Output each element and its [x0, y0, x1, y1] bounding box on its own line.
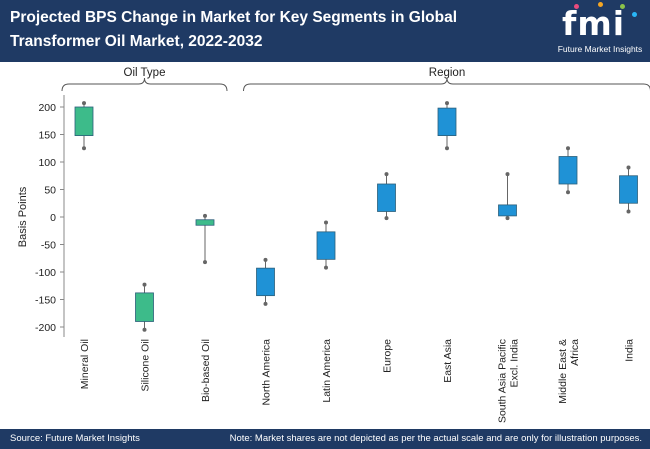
category-label-7-1: Excl. India: [509, 339, 521, 388]
group-label-1: Region: [429, 67, 465, 79]
y-tick-label-1: 150: [38, 130, 56, 142]
whisker-cap-high-6: [445, 101, 449, 106]
whisker-cap-high-2: [203, 213, 207, 218]
y-tick-label-7: -150: [35, 295, 56, 307]
category-label-8-0: Middle East &: [557, 339, 569, 404]
y-tick-label-5: -50: [41, 240, 56, 252]
box-1: [135, 292, 154, 322]
whisker-cap-high-7: [505, 172, 510, 177]
box-9: [619, 175, 638, 204]
whisker-cap-low-1: [142, 327, 147, 332]
box-4: [316, 231, 336, 260]
box-0: [74, 106, 94, 137]
box-8: [558, 156, 578, 185]
chart-title: Projected BPS Change in Market for Key S…: [10, 9, 458, 50]
box-5: [377, 183, 396, 212]
box-3: [256, 267, 275, 297]
box-2: [195, 219, 215, 226]
logo-dot-4: [632, 12, 637, 17]
source-text: Source: Future Market Insights: [10, 433, 140, 444]
y-axis-title: Basis Points: [17, 186, 29, 247]
whisker-cap-high-0: [82, 101, 86, 106]
header-banner: Projected BPS Change in Market for Key S…: [0, 0, 650, 62]
category-label-3-0: North America: [261, 339, 273, 406]
whisker-cap-high-8: [566, 146, 570, 151]
box-chart: Oil Type Region 200 150 100 50 0 -50 -100 -150 -20…: [17, 67, 650, 423]
whisker-cap-high-3: [263, 257, 268, 262]
whisker-cap-low-9: [626, 209, 631, 214]
whisker-cap-low-0: [82, 146, 86, 151]
logo-dot-1: [574, 4, 579, 9]
logo-dot-3: [620, 4, 625, 9]
whisker-cap-low-7: [505, 216, 510, 221]
whisker-cap-high-9: [626, 165, 631, 170]
y-tick-label-3: 50: [44, 185, 56, 197]
category-label-6-0: East Asia: [442, 339, 454, 383]
whisker-cap-low-6: [445, 146, 449, 151]
note-text: Note: Market shares are not depicted as …: [229, 433, 642, 444]
category-label-8-1: Africa: [569, 339, 581, 366]
category-label-9-0: India: [624, 339, 636, 362]
group-label-0: Oil Type: [124, 67, 166, 79]
group-brace-0: [61, 77, 228, 92]
whisker-cap-high-1: [142, 282, 147, 287]
footer-bar: Source: Future Market Insights Note: Mar…: [0, 429, 650, 449]
whisker-cap-high-4: [324, 220, 328, 225]
y-tick-label-6: -100: [35, 267, 56, 279]
fmi-logo: fmi Future Market Insights: [548, 0, 650, 62]
y-tick-label-8: -200: [35, 322, 56, 334]
whisker-cap-low-3: [263, 301, 268, 306]
whisker-cap-high-5: [384, 172, 389, 177]
logo-mark: fmi: [562, 4, 626, 43]
y-tick-label-4: 0: [50, 212, 56, 224]
category-label-7-0: South Asia Pacific: [497, 339, 509, 423]
y-tick-label-0: 200: [38, 102, 56, 114]
whisker-cap-low-5: [384, 216, 389, 221]
category-label-2-0: Bio-based Oil: [200, 339, 212, 402]
group-brace-1: [243, 77, 650, 92]
category-label-4-0: Latin America: [321, 339, 333, 403]
category-label-0-0: Mineral Oil: [79, 339, 91, 389]
box-7: [498, 204, 517, 217]
y-tick-label-2: 100: [38, 157, 56, 169]
category-label-1-0: Silicone Oil: [140, 339, 152, 392]
whisker-cap-low-2: [203, 260, 207, 265]
whisker-cap-low-4: [324, 265, 328, 270]
logo-text: Future Market Insights: [557, 44, 643, 54]
logo-dot-2: [598, 2, 603, 7]
whisker-cap-low-8: [566, 190, 570, 195]
category-label-5-0: Europe: [382, 339, 394, 373]
box-6: [437, 107, 457, 136]
